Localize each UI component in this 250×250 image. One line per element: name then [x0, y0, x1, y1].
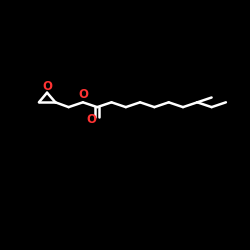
- Text: O: O: [78, 88, 88, 101]
- Text: O: O: [86, 113, 96, 126]
- Text: O: O: [42, 80, 52, 93]
